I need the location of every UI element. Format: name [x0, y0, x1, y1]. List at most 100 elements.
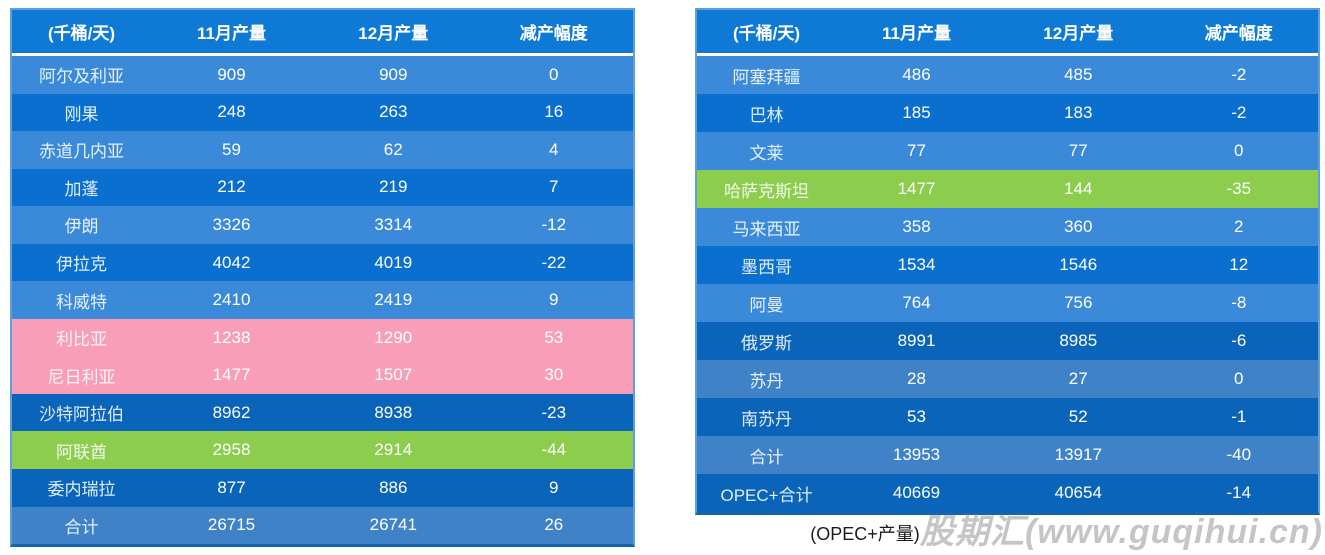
non-opec-table-body: 阿塞拜疆 486 485 -2 巴林 185 183 -2 文莱 77 77 0 哈萨克斯坦 1477 14… [697, 56, 1318, 512]
dec-value-cell: 360 [1064, 217, 1093, 236]
table-row: 赤道几内亚 59 62 4 [12, 131, 633, 169]
country-label: 巴林 [749, 105, 784, 125]
dec-value-cell: 27 [1068, 369, 1088, 388]
nov-value-cell: 877 [217, 477, 246, 497]
cut-value-cell: -35 [1226, 179, 1252, 198]
country-label: 阿尔及利亚 [39, 67, 125, 87]
table-row: 沙特阿拉伯 8962 8938 -23 [12, 393, 633, 432]
nov-value-cell: 26715 [207, 515, 256, 535]
table-row: 阿联酋 2958 2914 -44 [12, 431, 633, 470]
nov-value-cell: 2410 [212, 290, 251, 310]
cut-value-cell: -22 [541, 252, 567, 272]
cut-value-cell: 0 [1234, 141, 1244, 160]
header-dec-production: 12月产量 [358, 24, 429, 43]
cut-value-cell: 12 [1229, 255, 1249, 274]
table-row: 俄罗斯 8991 8985 -6 [697, 322, 1318, 360]
cut-value-cell: 7 [549, 177, 559, 197]
country-label: 文莱 [749, 143, 784, 163]
nov-value-cell: 764 [902, 293, 931, 312]
header-cut-amount: 减产幅度 [519, 24, 588, 43]
nov-value-cell: 13953 [892, 445, 941, 464]
cut-value-cell: -14 [1226, 483, 1252, 502]
nov-value-cell: 358 [902, 217, 931, 236]
nov-value-cell: 28 [907, 369, 926, 388]
country-label: 阿联酋 [56, 442, 108, 462]
header-nov-production: 11月产量 [882, 24, 951, 43]
country-label: 马来西亚 [732, 219, 801, 239]
header-nov-production: 11月产量 [197, 24, 266, 43]
dec-value-cell: 13917 [1054, 445, 1102, 464]
table-row: 刚果 248 263 16 [12, 93, 633, 132]
dec-value-cell: 8938 [374, 402, 413, 422]
table-row: 尼日利亚 1477 1507 30 [12, 356, 633, 394]
country-label: 加蓬 [64, 179, 99, 199]
cut-value-cell: 2 [1234, 217, 1244, 236]
cut-value-cell: 4 [549, 139, 559, 159]
country-label: 科威特 [56, 292, 108, 312]
dec-value-cell: 1507 [374, 365, 413, 385]
country-label: 阿曼 [749, 295, 784, 315]
watermark-text: 股期汇(www.guqihui.cn) [919, 513, 1323, 551]
nov-value-cell: 248 [217, 102, 246, 122]
country-label: 阿塞拜疆 [732, 67, 801, 87]
cut-value-cell: -40 [1226, 445, 1252, 464]
country-label: 委内瑞拉 [47, 480, 116, 500]
country-label: 伊朗 [64, 217, 99, 237]
country-label: 尼日利亚 [47, 367, 116, 387]
nov-value-cell: 77 [907, 141, 926, 160]
nov-value-cell: 212 [217, 177, 246, 197]
dec-value-cell: 2914 [374, 440, 413, 460]
nov-value-cell: 185 [902, 103, 931, 122]
country-label: 利比亚 [56, 330, 108, 350]
cut-value-cell: 0 [1234, 369, 1244, 388]
table-row: 墨西哥 1534 1546 12 [697, 246, 1318, 284]
nov-value-cell: 1534 [897, 255, 936, 274]
table-row: 巴林 185 183 -2 [697, 94, 1318, 132]
dec-value-cell: 183 [1064, 103, 1093, 122]
header-unit: (千桶/天) [48, 24, 116, 43]
table-row: 加蓬 212 219 7 [12, 168, 633, 207]
table-row: 马来西亚 358 360 2 [697, 208, 1318, 246]
cut-value-cell: -44 [541, 440, 567, 460]
country-label: 哈萨克斯坦 [724, 181, 810, 201]
dec-value-cell: 144 [1064, 179, 1093, 198]
nov-value-cell: 3326 [212, 214, 251, 234]
dec-value-cell: 77 [1068, 141, 1088, 160]
nov-value-cell: 1238 [212, 327, 251, 347]
dec-value-cell: 2419 [374, 290, 413, 310]
cut-value-cell: 30 [544, 365, 564, 385]
country-label: 赤道几内亚 [39, 142, 125, 162]
cut-value-cell: 53 [544, 327, 564, 347]
table-row: 阿曼 764 756 -8 [697, 284, 1318, 322]
dec-value-cell: 886 [379, 477, 408, 497]
nov-value-cell: 909 [217, 64, 246, 84]
dec-value-cell: 62 [383, 139, 403, 159]
cut-value-cell: -23 [541, 402, 567, 422]
nov-value-cell: 486 [902, 65, 931, 84]
cut-value-cell: -6 [1231, 331, 1247, 350]
cut-value-cell: 16 [544, 102, 564, 122]
dec-value-cell: 40654 [1054, 483, 1102, 502]
nov-value-cell: 1477 [212, 365, 251, 385]
table-row: 伊朗 3326 3314 -12 [12, 206, 633, 244]
cut-value-cell: 9 [549, 477, 559, 497]
table-row: 哈萨克斯坦 1477 144 -35 [697, 170, 1318, 208]
nov-value-cell: 40669 [892, 483, 941, 502]
table-row: 伊拉克 4042 4019 -22 [12, 243, 633, 282]
table-row: 阿塞拜疆 486 485 -2 [697, 56, 1318, 94]
dec-value-cell: 756 [1064, 293, 1093, 312]
dec-value-cell: 1546 [1059, 255, 1098, 274]
nov-value-cell: 8962 [212, 402, 251, 422]
header-dec-production: 12月产量 [1043, 24, 1114, 43]
dec-value-cell: 52 [1068, 407, 1088, 426]
nov-value-cell: 2958 [212, 440, 251, 460]
country-label: 合计 [64, 517, 99, 537]
non-opec-production-table: (千桶/天) 11月产量 12月产量 减产幅度 阿塞拜疆 486 485 -2 巴林 18… [695, 8, 1320, 515]
cut-value-cell: -8 [1231, 293, 1247, 312]
nov-value-cell: 4042 [212, 252, 251, 272]
table-row: 苏丹 28 27 0 [697, 360, 1318, 398]
cut-value-cell: -2 [1231, 103, 1247, 122]
cut-value-cell: 0 [549, 64, 559, 84]
cut-value-cell: -12 [541, 214, 567, 234]
